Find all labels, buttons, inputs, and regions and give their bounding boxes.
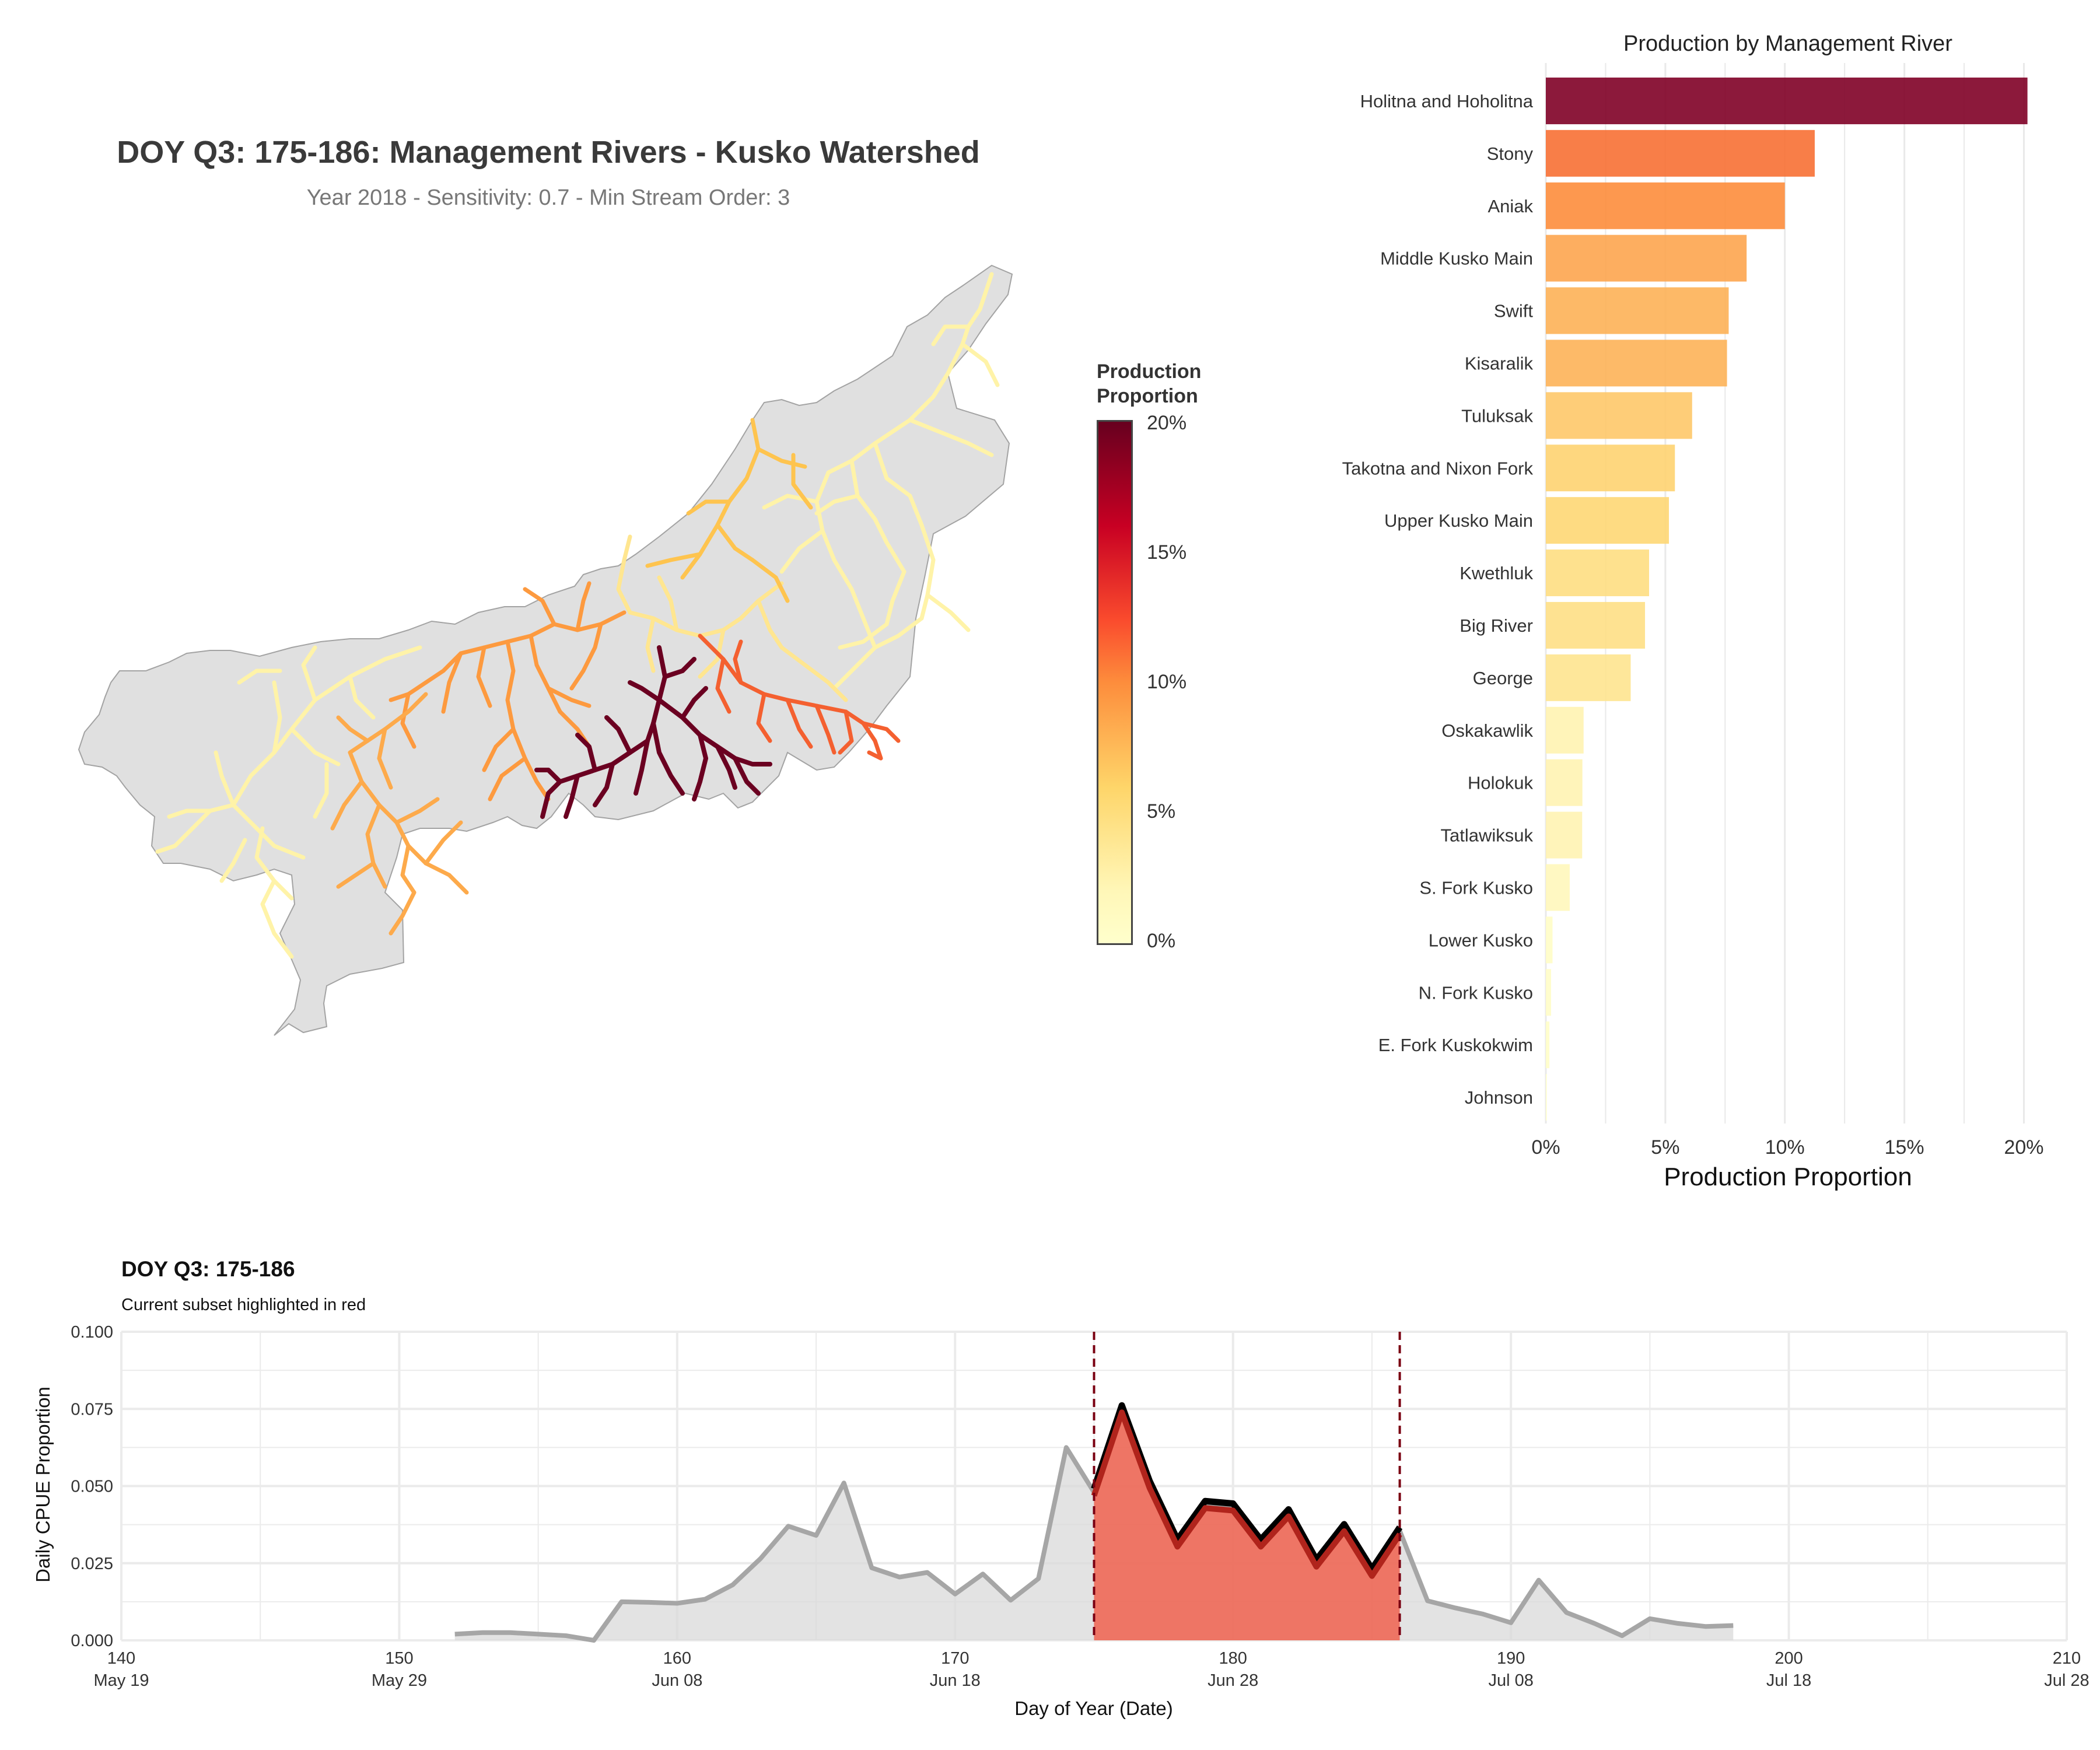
central-orange-streams	[388, 581, 626, 802]
bar-category-label: Middle Kusko Main	[1380, 249, 1533, 269]
cpue-ytick-label: 0.000	[71, 1632, 113, 1650]
bar-oskakawlik	[1546, 706, 1584, 754]
legend-title: Production Proportion	[1097, 359, 1248, 408]
southwest-orange-streams	[330, 692, 469, 936]
map-title: DOY Q3: 175-186: Management Rivers - Kus…	[117, 135, 980, 170]
bar-category-label: Holokuk	[1468, 773, 1533, 793]
holitna-streams	[534, 645, 772, 819]
cpue-chart-title: DOY Q3: 175-186	[121, 1257, 295, 1281]
bar-category-label: Kwethluk	[1460, 563, 1533, 583]
bar-category-label: Holitna and Hoholitna	[1360, 91, 1534, 111]
bar-category-label: Big River	[1460, 615, 1533, 636]
bar-category-label: Swift	[1494, 301, 1534, 321]
bar-middle-kusko-main	[1546, 235, 1747, 282]
bar-kisaralik	[1546, 340, 1727, 387]
bar-george	[1546, 654, 1631, 701]
bar-category-label: S. Fork Kusko	[1419, 877, 1533, 898]
bar-big-river	[1546, 601, 1646, 649]
cpue-chart-subtitle: Current subset highlighted in red	[121, 1296, 366, 1314]
bar-category-label: George	[1473, 668, 1533, 688]
eastern-red-orange-streams	[698, 634, 901, 761]
bar-category-label: Johnson	[1465, 1087, 1533, 1108]
northeast-streams	[762, 272, 1000, 691]
bar-category-label: E. Fork Kuskokwim	[1378, 1035, 1533, 1055]
bar-chart-title: Production by Management River	[1623, 32, 1952, 56]
bar-kwethluk	[1546, 550, 1650, 597]
bar-e-fork-kuskokwim	[1546, 1021, 1550, 1069]
bar-aniak	[1546, 182, 1785, 229]
bar-category-label: Lower Kusko	[1429, 930, 1533, 950]
cpue-xtick-date: Jul 28	[2044, 1671, 2089, 1690]
bar-xtick-label: 20%	[2004, 1136, 2043, 1158]
bar-lower-kusko	[1546, 916, 1553, 964]
cpue-xtick-date: May 19	[93, 1671, 149, 1690]
cpue-xtick-doy: 210	[2053, 1649, 2081, 1668]
cpue-xtick-date: Jun 28	[1208, 1671, 1258, 1690]
legend-tick: 20%	[1147, 412, 1187, 434]
bar-xtick-label: 0%	[1531, 1136, 1560, 1158]
legend-title-line2: Proportion	[1097, 385, 1198, 407]
legend-tick: 10%	[1147, 671, 1187, 693]
bar-category-label: Kisaralik	[1465, 353, 1534, 373]
bar-xtick-label: 5%	[1651, 1136, 1679, 1158]
bar-s-fork-kusko	[1546, 864, 1570, 911]
cpue-xtick-doy: 160	[663, 1649, 691, 1668]
bar-category-label: N. Fork Kusko	[1419, 982, 1533, 1003]
legend-tick: 0%	[1147, 930, 1176, 952]
cpue-ytick-label: 0.100	[71, 1323, 113, 1342]
cpue-xtick-date: Jul 18	[1766, 1671, 1811, 1690]
cpue-xtick-doy: 180	[1219, 1649, 1247, 1668]
cpue-ytick-label: 0.050	[71, 1478, 113, 1496]
cpue-xtick-date: May 29	[372, 1671, 427, 1690]
north-orange-streams	[645, 418, 813, 603]
bar-category-label: Upper Kusko Main	[1384, 510, 1533, 531]
legend-tick: 5%	[1147, 800, 1176, 822]
cpue-chart-ylabel: Daily CPUE Proportion	[32, 1387, 54, 1583]
bar-johnson	[1546, 1074, 1547, 1121]
bar-xtick-label: 15%	[1885, 1136, 1924, 1158]
cpue-highlight-line	[1091, 1409, 1402, 1579]
bar-category-label: Tuluksak	[1461, 405, 1533, 426]
cpue-ytick-label: 0.025	[71, 1555, 113, 1573]
bar-category-label: Stony	[1487, 144, 1534, 164]
cpue-chart-xlabel: Day of Year (Date)	[1014, 1698, 1172, 1719]
bar-chart-xlabel: Production Proportion	[1664, 1163, 1912, 1191]
legend-tick: 15%	[1147, 541, 1187, 564]
cpue-xtick-date: Jul 08	[1488, 1671, 1533, 1690]
bar-category-label: Takotna and Nixon Fork	[1342, 458, 1534, 478]
legend-title-line1: Production	[1097, 360, 1202, 383]
bar-holitna-and-hoholitna	[1546, 77, 2028, 124]
bar-holokuk	[1546, 759, 1583, 806]
cpue-xtick-date: Jun 18	[930, 1671, 981, 1690]
bar-takotna-and-nixon-fork	[1546, 444, 1675, 492]
bar-tatlawiksuk	[1546, 811, 1583, 859]
cpue-xtick-doy: 150	[385, 1649, 413, 1668]
bar-upper-kusko-main	[1546, 497, 1670, 544]
cpue-xtick-doy: 190	[1497, 1649, 1525, 1668]
bar-category-label: Aniak	[1488, 196, 1533, 216]
bar-category-label: Tatlawiksuk	[1441, 825, 1534, 846]
cpue-xtick-doy: 140	[107, 1649, 135, 1668]
cpue-highlight-area	[1094, 1409, 1400, 1640]
bar-n-fork-kusko	[1546, 969, 1552, 1016]
bar-stony	[1546, 130, 1815, 177]
western-streams	[155, 645, 422, 959]
cpue-xtick-doy: 200	[1774, 1649, 1803, 1668]
middle-light-streams	[616, 534, 848, 702]
cpue-xtick-doy: 170	[941, 1649, 969, 1668]
bar-xtick-label: 10%	[1765, 1136, 1805, 1158]
cpue-ytick-label: 0.075	[71, 1400, 113, 1419]
map-subtitle: Year 2018 - Sensitivity: 0.7 - Min Strea…	[306, 186, 790, 210]
bar-swift	[1546, 287, 1729, 334]
legend-colorbar	[1097, 420, 1133, 945]
cpue-xtick-date: Jun 08	[652, 1671, 702, 1690]
bar-tuluksak	[1546, 392, 1692, 439]
bar-category-label: Oskakawlik	[1441, 720, 1533, 741]
